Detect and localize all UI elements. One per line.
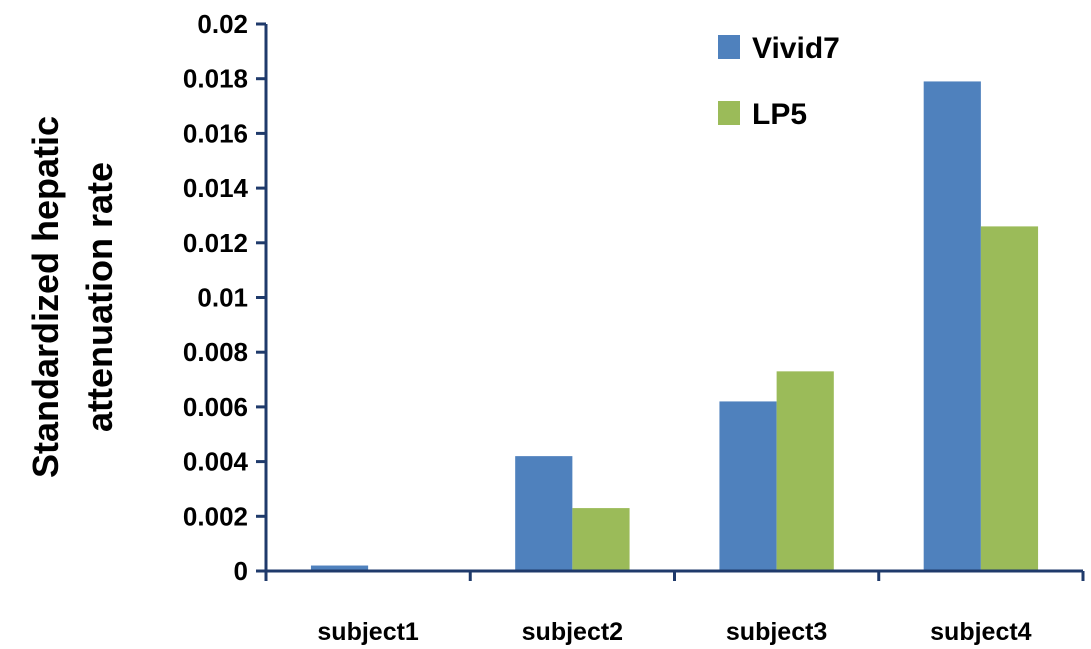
y-axis-label: Standardized hepatic attenuation rate <box>25 116 120 478</box>
x-tick-label: subject1 <box>317 618 419 646</box>
y-tick-label: 0.012 <box>183 228 248 258</box>
bar-vivid7-subject2 <box>515 456 573 571</box>
x-tick-label: subject4 <box>930 618 1032 646</box>
y-tick-label: 0.006 <box>183 392 248 422</box>
legend-label-vivid7: Vivid7 <box>752 32 840 65</box>
bars-layer <box>310 81 1039 571</box>
bar-vivid7-subject4 <box>923 81 981 571</box>
legend-swatch-lp5 <box>718 101 740 125</box>
bar-lp5-subject2 <box>572 508 630 571</box>
legend-swatch-vivid7 <box>718 35 740 59</box>
y-tick-label: 0 <box>234 556 248 586</box>
y-tick-label: 0.008 <box>183 337 248 367</box>
x-tick-label: subject2 <box>522 618 623 646</box>
y-tick-label: 0.004 <box>183 447 249 477</box>
bar-lp5-subject3 <box>776 371 834 571</box>
legend-label-lp5: LP5 <box>752 98 807 131</box>
bar-vivid7-subject3 <box>719 401 777 571</box>
y-tick-label: 0.016 <box>183 118 248 148</box>
y-tick-label: 0.014 <box>183 173 249 203</box>
y-axis-label-line-2: attenuation rate <box>79 162 120 432</box>
legend: Vivid7 LP5 <box>718 32 840 131</box>
y-tick-label: 0.002 <box>183 501 248 531</box>
y-tick-label: 0.02 <box>197 9 248 39</box>
axes-layer <box>256 22 1085 581</box>
y-tick-labels: 0 0.002 0.004 0.006 0.008 0.01 0.012 0.014 0.016… <box>183 9 249 586</box>
y-tick-label: 0.01 <box>197 283 248 313</box>
bar-lp5-subject4 <box>980 226 1039 571</box>
x-tick-label: subject3 <box>726 618 827 646</box>
y-tick-label: 0.018 <box>183 64 248 94</box>
x-tick-labels: subject1 subject2 subject3 subject4 <box>317 618 1031 646</box>
y-axis-label-line-1: Standardized hepatic <box>25 116 66 478</box>
bar-vivid7-subject1 <box>310 565 369 571</box>
